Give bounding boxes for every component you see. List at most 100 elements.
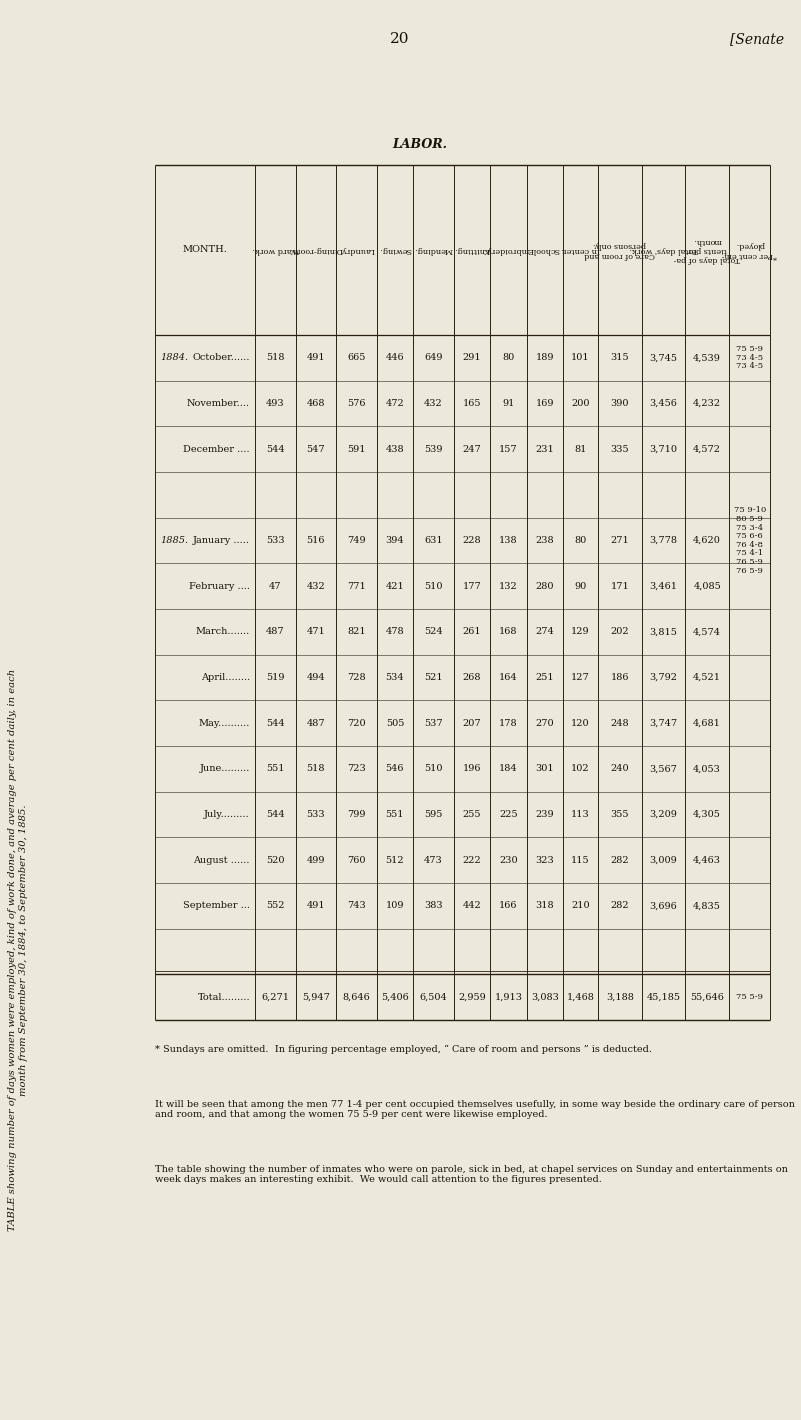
- Text: 5,947: 5,947: [302, 993, 330, 1001]
- Text: 551: 551: [385, 809, 405, 819]
- Text: * Sundays are omitted.  In figuring percentage employed, “ Care of room and pers: * Sundays are omitted. In figuring perce…: [155, 1045, 652, 1054]
- Text: 115: 115: [571, 856, 590, 865]
- Text: 202: 202: [610, 628, 630, 636]
- Text: 80: 80: [502, 354, 514, 362]
- Text: 270: 270: [536, 719, 554, 727]
- Text: 468: 468: [307, 399, 325, 408]
- Text: 120: 120: [571, 719, 590, 727]
- Text: Dining-room.: Dining-room.: [289, 246, 343, 254]
- Text: 4,463: 4,463: [693, 856, 721, 865]
- Text: 3,792: 3,792: [650, 673, 678, 682]
- Text: 129: 129: [571, 628, 590, 636]
- Text: 3,745: 3,745: [650, 354, 678, 362]
- Text: 4,835: 4,835: [693, 902, 721, 910]
- Text: 207: 207: [463, 719, 481, 727]
- Text: 591: 591: [347, 444, 365, 453]
- Text: 394: 394: [385, 535, 405, 545]
- Text: 743: 743: [347, 902, 366, 910]
- Text: 271: 271: [610, 535, 630, 545]
- Text: 6,271: 6,271: [261, 993, 289, 1001]
- Text: 552: 552: [266, 902, 284, 910]
- Text: 516: 516: [307, 535, 325, 545]
- Text: 491: 491: [307, 902, 325, 910]
- Text: 3,009: 3,009: [650, 856, 678, 865]
- Text: 494: 494: [307, 673, 325, 682]
- Text: 4,085: 4,085: [694, 582, 721, 591]
- Text: 165: 165: [463, 399, 481, 408]
- Text: 177: 177: [462, 582, 481, 591]
- Text: 493: 493: [266, 399, 284, 408]
- Text: 471: 471: [307, 628, 325, 636]
- Text: 171: 171: [610, 582, 630, 591]
- Text: The table showing the number of inmates who were on parole, sick in bed, at chap: The table showing the number of inmates …: [155, 1164, 788, 1184]
- Text: 247: 247: [462, 444, 481, 453]
- Text: 518: 518: [266, 354, 284, 362]
- Text: 1,913: 1,913: [494, 993, 522, 1001]
- Text: Total.........: Total.........: [197, 993, 250, 1001]
- Text: 499: 499: [307, 856, 325, 865]
- Text: Embroidery.: Embroidery.: [484, 246, 533, 254]
- Text: 821: 821: [347, 628, 366, 636]
- Text: Total days of pa-
tients per
month.: Total days of pa- tients per month.: [674, 237, 740, 263]
- Text: 228: 228: [463, 535, 481, 545]
- Text: 546: 546: [385, 764, 405, 774]
- Text: 101: 101: [571, 354, 590, 362]
- Text: 551: 551: [266, 764, 284, 774]
- Text: 3,188: 3,188: [606, 993, 634, 1001]
- Text: MONTH.: MONTH.: [183, 246, 227, 254]
- Text: Total days' work.: Total days' work.: [630, 246, 698, 254]
- Text: School.: School.: [530, 246, 560, 254]
- Text: 3,696: 3,696: [650, 902, 678, 910]
- Text: 446: 446: [385, 354, 405, 362]
- Text: 186: 186: [610, 673, 630, 682]
- Text: 524: 524: [424, 628, 443, 636]
- Text: 335: 335: [610, 444, 630, 453]
- Text: 390: 390: [610, 399, 630, 408]
- Text: 4,232: 4,232: [693, 399, 721, 408]
- Text: 291: 291: [463, 354, 481, 362]
- Text: 113: 113: [571, 809, 590, 819]
- Text: Knitting.: Knitting.: [454, 246, 490, 254]
- Text: 315: 315: [610, 354, 630, 362]
- Text: 421: 421: [385, 582, 405, 591]
- Text: 90: 90: [574, 582, 586, 591]
- Text: 157: 157: [499, 444, 517, 453]
- Text: 728: 728: [347, 673, 366, 682]
- Text: 20: 20: [390, 33, 410, 45]
- Text: 665: 665: [347, 354, 365, 362]
- Text: February ....: February ....: [189, 582, 250, 591]
- Text: 127: 127: [571, 673, 590, 682]
- Text: 274: 274: [536, 628, 554, 636]
- Text: 547: 547: [307, 444, 325, 453]
- Text: 75 9-10
80 5-9
75 3-4
75 6-6
76 4-8
75 4-1
76 5-9
76 5-9: 75 9-10 80 5-9 75 3-4 75 6-6 76 4-8 75 4…: [734, 507, 766, 575]
- Text: In center.: In center.: [561, 246, 600, 254]
- Text: 6,504: 6,504: [420, 993, 447, 1001]
- Text: 749: 749: [347, 535, 366, 545]
- Text: 544: 544: [266, 444, 284, 453]
- Text: 2,959: 2,959: [458, 993, 486, 1001]
- Text: October......: October......: [192, 354, 250, 362]
- Text: 261: 261: [463, 628, 481, 636]
- Text: 210: 210: [571, 902, 590, 910]
- Text: 533: 533: [266, 535, 284, 545]
- Text: 109: 109: [385, 902, 405, 910]
- Text: 45,185: 45,185: [646, 993, 681, 1001]
- Text: 4,620: 4,620: [693, 535, 721, 545]
- Text: 533: 533: [307, 809, 325, 819]
- Text: *Per cent em-
ployed.: *Per cent em- ployed.: [722, 241, 778, 258]
- Text: 102: 102: [571, 764, 590, 774]
- Text: 301: 301: [536, 764, 554, 774]
- Text: 268: 268: [463, 673, 481, 682]
- Text: 3,456: 3,456: [650, 399, 678, 408]
- Text: September ...: September ...: [183, 902, 250, 910]
- Text: December ....: December ....: [183, 444, 250, 453]
- Text: 487: 487: [266, 628, 284, 636]
- Text: 4,681: 4,681: [693, 719, 721, 727]
- Text: 318: 318: [536, 902, 554, 910]
- Text: Sewing.: Sewing.: [379, 246, 411, 254]
- Text: August ......: August ......: [194, 856, 250, 865]
- Text: 3,815: 3,815: [650, 628, 678, 636]
- Text: 47: 47: [269, 582, 281, 591]
- Text: 200: 200: [571, 399, 590, 408]
- Text: 438: 438: [385, 444, 405, 453]
